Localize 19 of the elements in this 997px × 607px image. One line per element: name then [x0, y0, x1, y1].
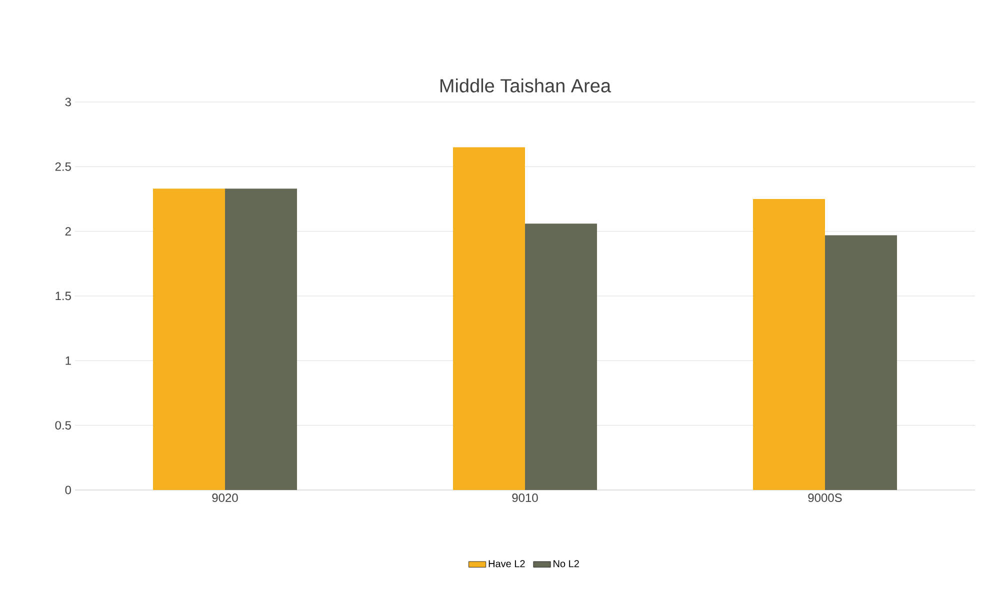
bar: [153, 188, 226, 490]
x-tick-label: 9000S: [808, 494, 842, 502]
y-tick-label: 1.5: [56, 292, 71, 300]
legend-label: Have L2: [488, 560, 525, 568]
y-tick-label: 0.5: [55, 421, 71, 430]
bar: [453, 147, 525, 490]
chart-title: Middle Taishan Area: [440, 78, 612, 92]
bar: [825, 235, 897, 490]
bar: [753, 198, 825, 490]
y-tick-label: 0: [65, 486, 72, 494]
x-tick-label: 9010: [512, 494, 538, 502]
bar: [225, 188, 297, 490]
y-tick-label: 2: [65, 227, 71, 236]
bar: [525, 224, 598, 490]
y-tick-label: 3: [65, 98, 71, 106]
y-tick-label: 2.5: [55, 162, 71, 171]
y-tick-label: 1: [66, 356, 71, 365]
x-tick-label: 9020: [212, 494, 238, 502]
legend-label: No L2: [554, 560, 579, 568]
